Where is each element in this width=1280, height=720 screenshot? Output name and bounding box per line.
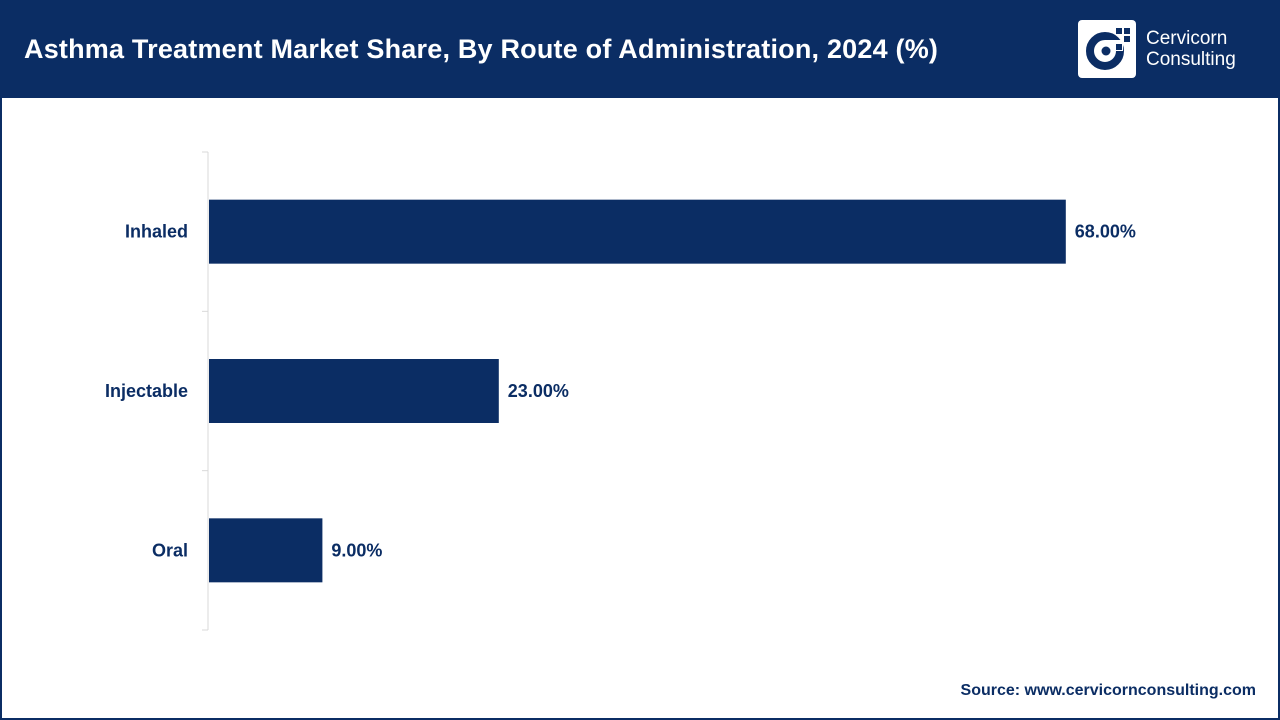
value-label: 68.00% — [1075, 222, 1136, 242]
bar-oral — [209, 518, 323, 583]
source-note: Source: www.cervicornconsulting.com — [960, 682, 1256, 699]
category-label: Injectable — [105, 381, 188, 401]
brand-name-line2: Consulting — [1146, 49, 1236, 70]
value-label: 9.00% — [331, 540, 382, 560]
chart-title: Asthma Treatment Market Share, By Route … — [24, 34, 939, 64]
bar-injectable — [209, 359, 499, 423]
category-label: Oral — [152, 540, 188, 560]
brand-name-line1: Cervicorn — [1146, 28, 1228, 49]
value-label: 23.00% — [508, 381, 569, 401]
cervicorn-c-logo-icon — [1078, 20, 1136, 78]
brand-logo: Cervicorn Consulting — [1078, 20, 1268, 82]
header-banner: Asthma Treatment Market Share, By Route … — [2, 2, 1278, 98]
bar-inhaled — [209, 199, 1066, 264]
category-label: Inhaled — [125, 222, 188, 242]
